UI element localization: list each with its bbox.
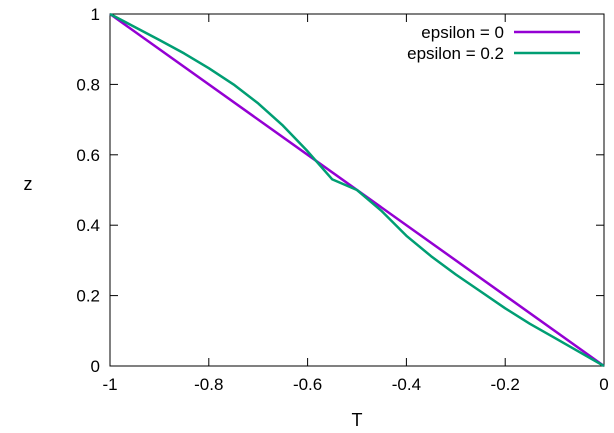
y-tick-label: 0.4: [76, 216, 100, 235]
y-axis-title: z: [24, 174, 33, 194]
y-tick-label: 0.6: [76, 146, 100, 165]
axis-ticks: -1 -0.8 -0.6 -0.4 -0.2 0 0 0.2 0.4 0.6 0.8 1: [76, 5, 608, 394]
y-tick-label: 1: [91, 5, 100, 24]
x-tick-label: 0: [599, 375, 608, 394]
series-line-1: [109, 12, 605, 368]
x-tick-label: -0.2: [491, 375, 520, 394]
plot-frame: [109, 13, 605, 367]
y-tick-label: 0.8: [76, 75, 100, 94]
series-lines: [109, 12, 605, 368]
x-tick-label: -0.4: [392, 375, 421, 394]
x-tick-label: -0.8: [194, 375, 223, 394]
x-tick-label: -0.6: [293, 375, 322, 394]
legend: epsilon = 0 epsilon = 0.2: [407, 23, 580, 63]
y-tick-label: 0.2: [76, 287, 100, 306]
legend-label-0: epsilon = 0: [421, 23, 504, 42]
legend-label-1: epsilon = 0.2: [407, 44, 504, 63]
x-tick-label: -1: [102, 375, 117, 394]
x-axis-title: T: [352, 410, 363, 430]
y-tick-label: 0: [91, 357, 100, 376]
